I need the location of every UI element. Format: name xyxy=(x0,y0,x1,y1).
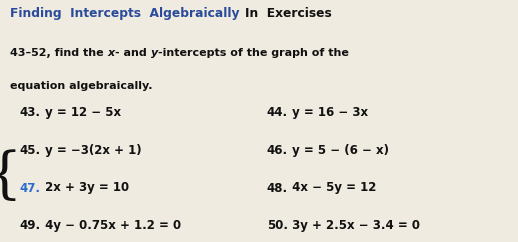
Text: {: { xyxy=(0,149,22,204)
Text: 45.: 45. xyxy=(20,144,41,157)
Text: 49.: 49. xyxy=(20,219,41,232)
Text: 4x − 5y = 12: 4x − 5y = 12 xyxy=(288,182,376,195)
Text: Finding  Intercepts  Algebraically: Finding Intercepts Algebraically xyxy=(10,7,240,20)
Text: 50.: 50. xyxy=(267,219,288,232)
Text: - and: - and xyxy=(115,48,151,58)
Text: 47.: 47. xyxy=(20,182,41,195)
Text: 4y − 0.75x + 1.2 = 0: 4y − 0.75x + 1.2 = 0 xyxy=(41,219,181,232)
Text: y = 5 − (6 − x): y = 5 − (6 − x) xyxy=(288,144,389,157)
Text: 43.: 43. xyxy=(20,106,41,120)
Text: 46.: 46. xyxy=(267,144,288,157)
Text: In  Exercises: In Exercises xyxy=(245,7,332,20)
Text: y: y xyxy=(151,48,158,58)
Text: 43–52, find the: 43–52, find the xyxy=(10,48,108,58)
Text: y = 12 − 5x: y = 12 − 5x xyxy=(41,106,121,120)
Text: equation algebraically.: equation algebraically. xyxy=(10,81,153,91)
Text: y = −3(2x + 1): y = −3(2x + 1) xyxy=(41,144,141,157)
Text: 2x + 3y = 10: 2x + 3y = 10 xyxy=(41,182,129,195)
Text: 48.: 48. xyxy=(267,182,288,195)
Text: 44.: 44. xyxy=(267,106,288,120)
Text: y = 16 − 3x: y = 16 − 3x xyxy=(288,106,368,120)
Text: x: x xyxy=(108,48,115,58)
Text: -intercepts of the graph of the: -intercepts of the graph of the xyxy=(158,48,349,58)
Text: 3y + 2.5x − 3.4 = 0: 3y + 2.5x − 3.4 = 0 xyxy=(288,219,420,232)
